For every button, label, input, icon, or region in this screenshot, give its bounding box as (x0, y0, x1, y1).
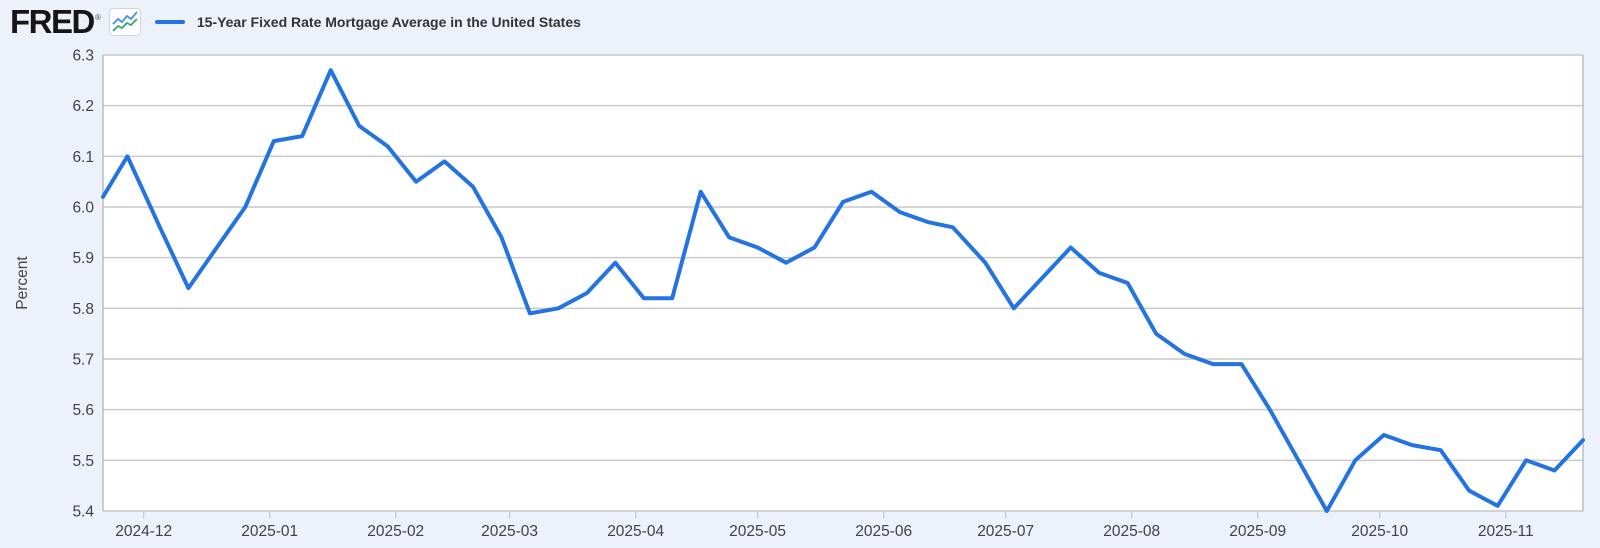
series-line-15-year-mortgage[interactable] (101, 68, 1585, 513)
y-tick-label: 5.6 (72, 402, 94, 419)
x-tick-label: 2025-10 (1351, 523, 1408, 540)
x-tick-label: 2025-07 (977, 523, 1034, 540)
legend-series-label[interactable]: 15-Year Fixed Rate Mortgage Average in t… (196, 14, 581, 30)
plot-area[interactable] (103, 55, 1583, 511)
x-tick-label: 2025-09 (1229, 523, 1286, 540)
legend-line-marker[interactable] (154, 20, 185, 24)
sparkline-icon-svg (112, 11, 138, 32)
x-tick-label: 2024-12 (115, 523, 172, 540)
fred-logo-text: FRED (10, 3, 95, 40)
sparkline-blue-line (112, 11, 138, 25)
y-tick-label: 6.3 (72, 48, 94, 65)
fred-logo[interactable]: FRED ® (10, 2, 101, 42)
sparkline-green-line (112, 18, 138, 32)
x-tick-label: 2025-06 (855, 523, 912, 540)
sparkline-chart-icon[interactable] (108, 8, 141, 36)
x-tick-label: 2025-04 (607, 523, 664, 540)
x-tick-label: 2025-01 (241, 523, 298, 540)
x-tick-label: 2025-05 (729, 523, 786, 540)
y-axis-title: Percent (14, 256, 31, 310)
registered-mark: ® (94, 13, 101, 22)
x-tick-label: 2025-03 (481, 523, 538, 540)
y-tick-label: 6.0 (72, 200, 94, 217)
y-tick-label: 5.7 (72, 352, 94, 369)
y-tick-label: 5.4 (72, 504, 94, 521)
chart-header: FRED ® 15-Year Fixed Rate Mortgage Averag… (10, 2, 581, 42)
x-tick-label: 2025-11 (1478, 523, 1534, 540)
y-tick-label: 6.1 (72, 149, 94, 166)
y-tick-label: 5.5 (72, 453, 94, 470)
y-tick-label: 6.2 (72, 98, 94, 115)
y-tick-label: 5.9 (72, 250, 94, 267)
y-tick-label: 5.8 (72, 301, 94, 318)
x-tick-label: 2025-08 (1103, 523, 1160, 540)
x-tick-label: 2025-02 (367, 523, 424, 540)
